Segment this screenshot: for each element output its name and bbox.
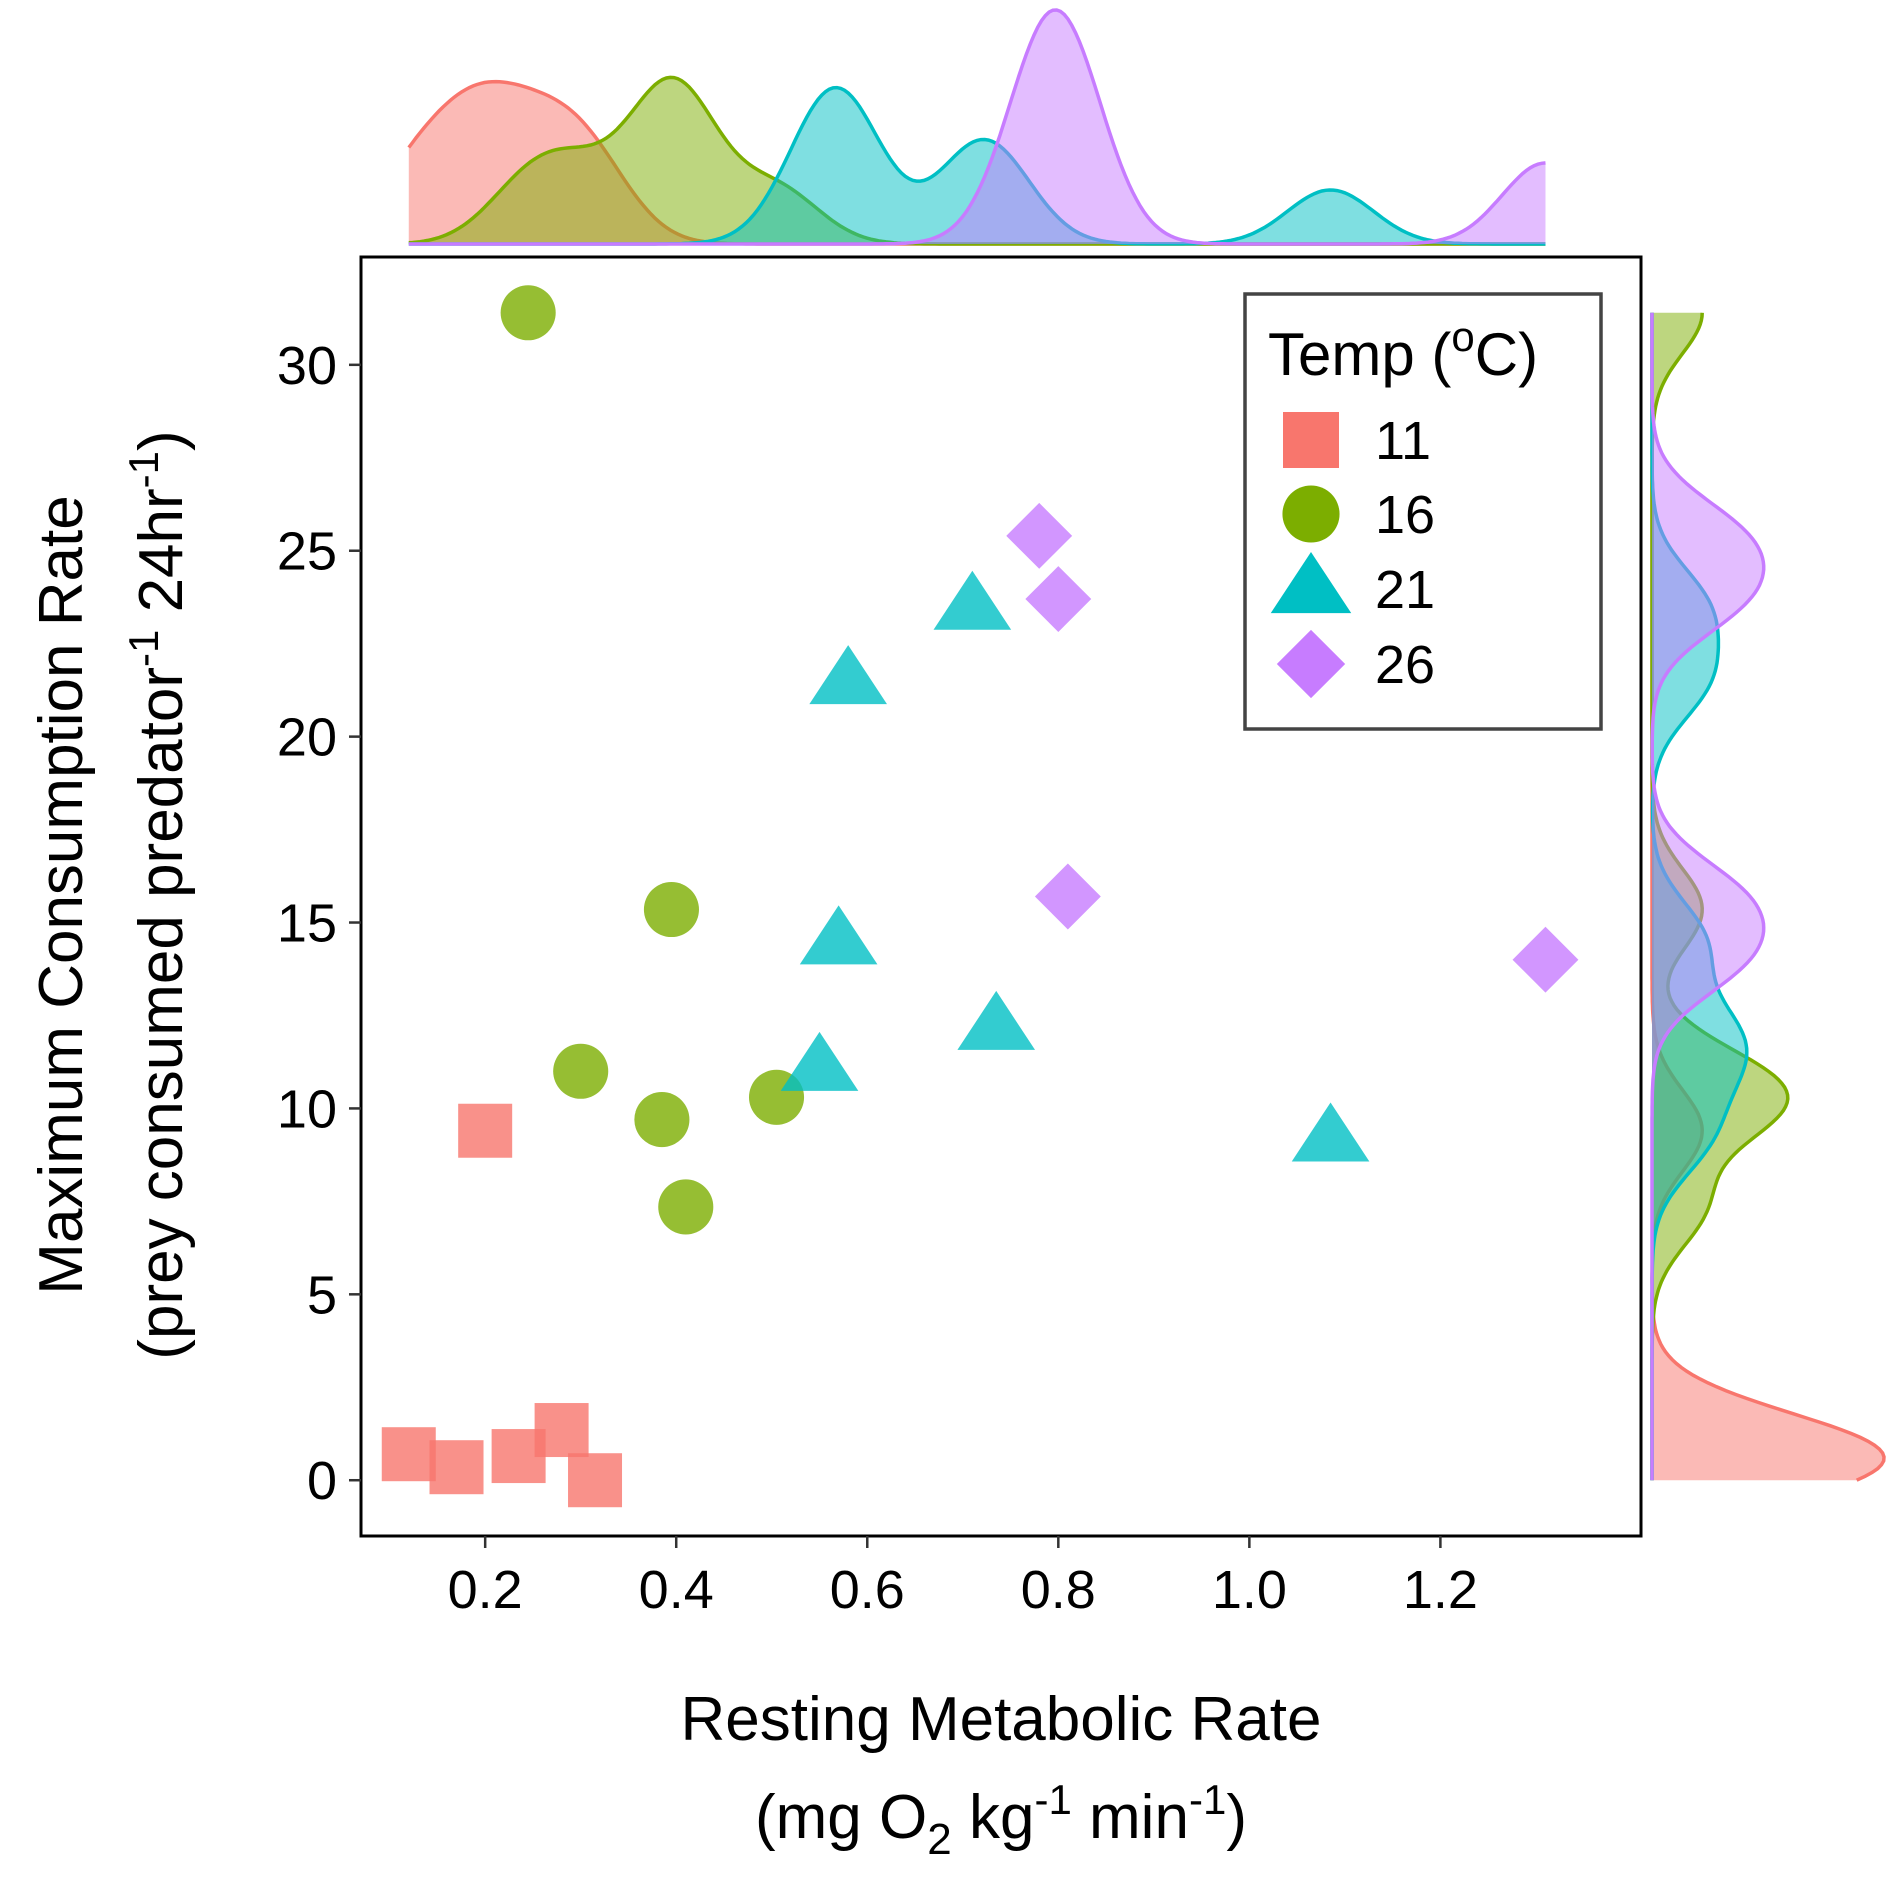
data-point-16 bbox=[643, 881, 699, 938]
x-tick-label: 0.6 bbox=[830, 1560, 905, 1620]
y-tick-label: 5 bbox=[307, 1265, 337, 1325]
data-points bbox=[381, 285, 1579, 1508]
data-point-11 bbox=[381, 1427, 436, 1482]
density-line-x-26 bbox=[408, 8, 1546, 246]
density-fill-x-26 bbox=[408, 10, 1546, 244]
x-axis-title: Resting Metabolic Rate bbox=[681, 1685, 1322, 1754]
data-point-21 bbox=[1291, 1102, 1370, 1162]
legend-label: 16 bbox=[1375, 485, 1435, 545]
data-point-11 bbox=[429, 1440, 484, 1495]
data-point-16 bbox=[553, 1043, 609, 1099]
y-axis-units: (prey consumed predator-1 24hr-1) bbox=[120, 430, 196, 1359]
data-point-21 bbox=[809, 645, 887, 705]
x-tick-label: 1.2 bbox=[1403, 1560, 1478, 1620]
data-point-21 bbox=[957, 990, 1036, 1050]
legend-key-21 bbox=[1270, 551, 1352, 614]
density-fill-y-16 bbox=[1652, 312, 1788, 1481]
legend-label: 21 bbox=[1375, 560, 1435, 620]
density-fill-y-26 bbox=[1652, 312, 1764, 1481]
x-tick-label: 1.0 bbox=[1212, 1560, 1287, 1620]
x-axis: 0.2 0.4 0.6 0.8 1.0 1.2 bbox=[448, 1536, 1478, 1620]
data-point-11 bbox=[568, 1453, 623, 1508]
legend: Temp (oC) 11 16 21 26 bbox=[1243, 292, 1603, 731]
y-tick-label: 20 bbox=[277, 708, 337, 768]
x-tick-label: 0.2 bbox=[448, 1560, 523, 1620]
data-point-16 bbox=[634, 1092, 690, 1148]
legend-label: 26 bbox=[1375, 635, 1435, 695]
data-point-26 bbox=[1512, 926, 1579, 993]
y-tick-label: 25 bbox=[277, 522, 337, 582]
data-point-26 bbox=[1025, 566, 1092, 632]
legend-key-26 bbox=[1276, 629, 1346, 699]
y-axis: 0 5 10 15 20 25 30 bbox=[277, 336, 361, 1511]
legend-label: 11 bbox=[1375, 411, 1431, 471]
data-point-11 bbox=[534, 1403, 589, 1458]
legend-title: Temp (oC) bbox=[1268, 313, 1538, 388]
data-point-11 bbox=[458, 1103, 513, 1158]
x-axis-units: (mg O2 kg-1 min-1) bbox=[755, 1776, 1247, 1864]
y-tick-label: 15 bbox=[277, 894, 337, 954]
legend-key-11 bbox=[1283, 412, 1339, 468]
legend-key-16 bbox=[1282, 485, 1340, 543]
data-point-21 bbox=[780, 1031, 859, 1091]
plot-panel bbox=[359, 255, 1643, 1538]
y-tick-label: 0 bbox=[307, 1451, 337, 1511]
right-marginal-density bbox=[1650, 312, 1886, 1482]
data-point-21 bbox=[933, 570, 1012, 630]
data-point-16 bbox=[500, 285, 556, 341]
x-tick-label: 0.4 bbox=[639, 1560, 714, 1620]
data-point-26 bbox=[1034, 863, 1101, 930]
top-marginal-density bbox=[407, 8, 1546, 246]
data-point-21 bbox=[799, 905, 878, 965]
density-fill-x-21 bbox=[408, 87, 1546, 244]
data-point-26 bbox=[1006, 502, 1073, 569]
y-tick-label: 30 bbox=[277, 336, 337, 396]
y-tick-label: 10 bbox=[277, 1079, 337, 1139]
y-axis-title: Maximum Consumption Rate bbox=[27, 495, 96, 1294]
data-point-16 bbox=[658, 1179, 714, 1235]
x-tick-label: 0.8 bbox=[1021, 1560, 1096, 1620]
density-line-y-26 bbox=[1650, 312, 1766, 1481]
density-fill-x-16 bbox=[408, 77, 1546, 245]
